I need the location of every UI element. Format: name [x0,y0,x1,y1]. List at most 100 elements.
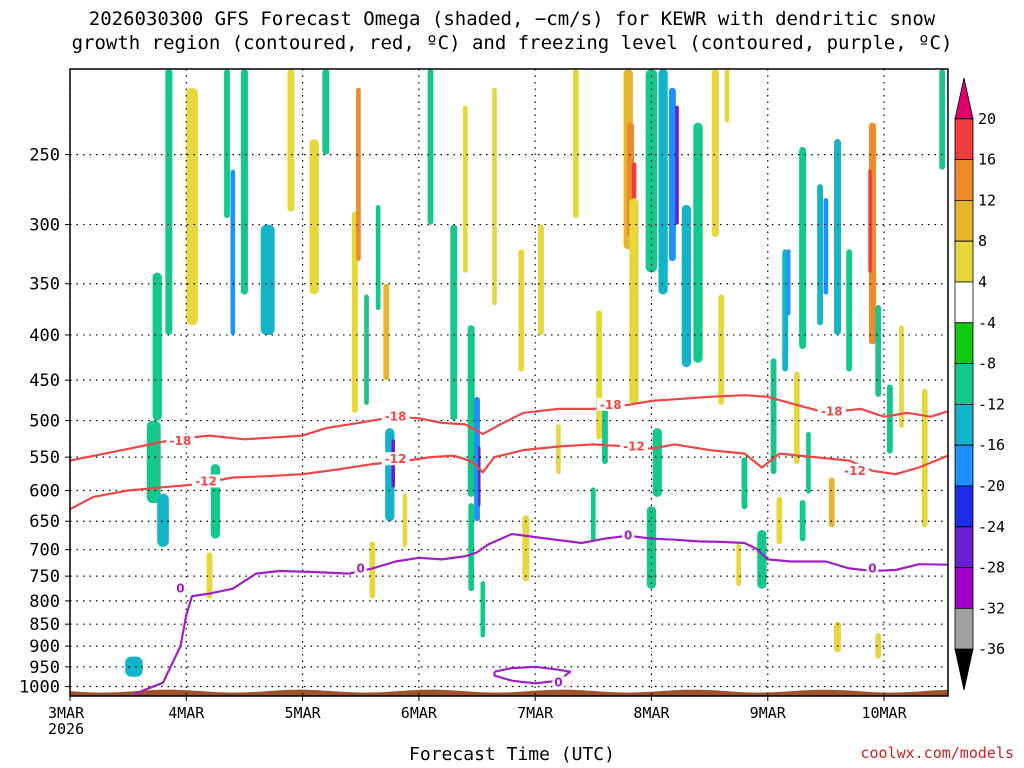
omega-cell [572,69,579,219]
contour-label-bg [381,409,410,423]
omega-cell [817,184,823,326]
omega-cell [165,69,173,335]
omega-cell [875,305,882,397]
terrain [70,689,948,696]
omega-cell [757,529,767,589]
colorbar: 20 16 12 8 4 -4 -8 -12 -16 -20 -24 -28 -32 -36 [954,77,1005,691]
omega-cell [693,122,703,363]
y-tick-label: 700 [29,541,60,561]
omega-cell [921,388,928,528]
y-axis: 2503003504004505005506006507007508008509… [19,146,70,698]
omega-cell [224,69,230,219]
contour-label: -12 [385,452,407,466]
colorbar-swatch [954,485,974,528]
omega-cell [125,656,143,677]
omega-cell [799,146,807,350]
contour-label-bg [817,404,846,418]
omega-cell [402,493,408,547]
omega-cell [741,457,748,510]
colorbar-swatch [954,608,974,650]
chart-title-line-1: 2026030300 GFS Forecast Omega (shaded, −… [88,8,936,30]
omega-cell [770,358,777,475]
colorbar-swatch [954,648,974,691]
contour-label-bg [622,528,635,542]
omega-cell [260,224,275,335]
omega-cell [369,541,376,599]
contour-label-bg [354,561,367,575]
omega-cell [806,431,811,494]
contour-label: 0 [624,529,632,543]
x-tick-label: 4MAR [168,704,205,722]
omega-cell [478,446,481,507]
omega-cell [675,105,679,225]
chart-title-line-2: growth region (contoured, red, ºC) and f… [71,32,953,54]
contour-line [70,394,948,462]
colorbar-swatch [954,200,974,242]
contour-label: -18 [385,410,407,424]
omega-cell [846,249,853,372]
colorbar-tick-label: -32 [978,599,1005,617]
colorbar-tick-label: -12 [978,395,1005,413]
omega-cell [596,310,603,440]
contour-label: 0 [176,582,184,596]
omega-cell [718,294,725,405]
credit-text: coolwx.com/models [860,744,1014,762]
omega-cell [383,283,390,381]
omega-cell [736,544,742,587]
omega-cell [240,69,248,295]
contour-label: -18 [821,404,843,418]
contour-label-bg [174,581,187,595]
omega-cell [230,169,236,335]
y-tick-label: 900 [29,637,60,657]
contour-label-bg [381,452,410,466]
contour-label-bg [840,463,869,477]
omega-cell [681,204,691,368]
omega-cell [724,69,730,123]
colorbar-tick-label: 20 [978,110,996,128]
contour-label-bg [596,397,625,411]
y-tick-label: 250 [29,146,60,166]
colorbar-swatch [954,118,974,160]
colorbar-swatch [954,240,974,283]
omega-cell [556,424,561,475]
colorbar-tick-label: 4 [978,273,987,291]
colorbar-swatch [954,444,974,487]
terrain-band [70,689,948,696]
contour-label: 0 [554,676,562,690]
y-tick-label: 400 [29,326,60,346]
colorbar-swatch [954,322,974,364]
omega-cell [793,371,800,465]
omega-cell [899,325,904,429]
contour-label: 0 [357,561,365,575]
colorbar-tick-label: 8 [978,232,987,250]
omega-cell [146,420,161,504]
omega-cell [450,224,458,421]
contour-label: -12 [623,440,645,454]
contour-line [70,443,948,511]
y-tick-label: 850 [29,615,60,635]
colorbar-tick-label: -24 [978,518,1005,536]
omega-cell [658,69,668,295]
y-tick-label: 950 [29,658,60,678]
colorbar-swatch [954,567,974,609]
omega-cell [828,477,835,528]
omega-cell [518,249,525,372]
y-tick-label: 1000 [19,678,60,698]
omega-cell [834,621,842,653]
omega-cell [646,506,657,589]
omega-cell [868,169,872,273]
omega-cell [480,581,486,638]
contour-label-bg [552,675,565,689]
omega-cell [152,272,162,421]
contour-label-bg [166,433,195,447]
omega-cell [309,138,319,295]
colorbar-swatch [954,526,974,568]
omega-cell [186,87,198,326]
omega-cell [782,249,789,372]
colorbar-tick-label: 16 [978,151,996,169]
omega-cell [886,384,893,454]
omega-cell [645,69,658,273]
y-tick-label: 550 [29,448,60,468]
omega-cell [538,224,544,335]
